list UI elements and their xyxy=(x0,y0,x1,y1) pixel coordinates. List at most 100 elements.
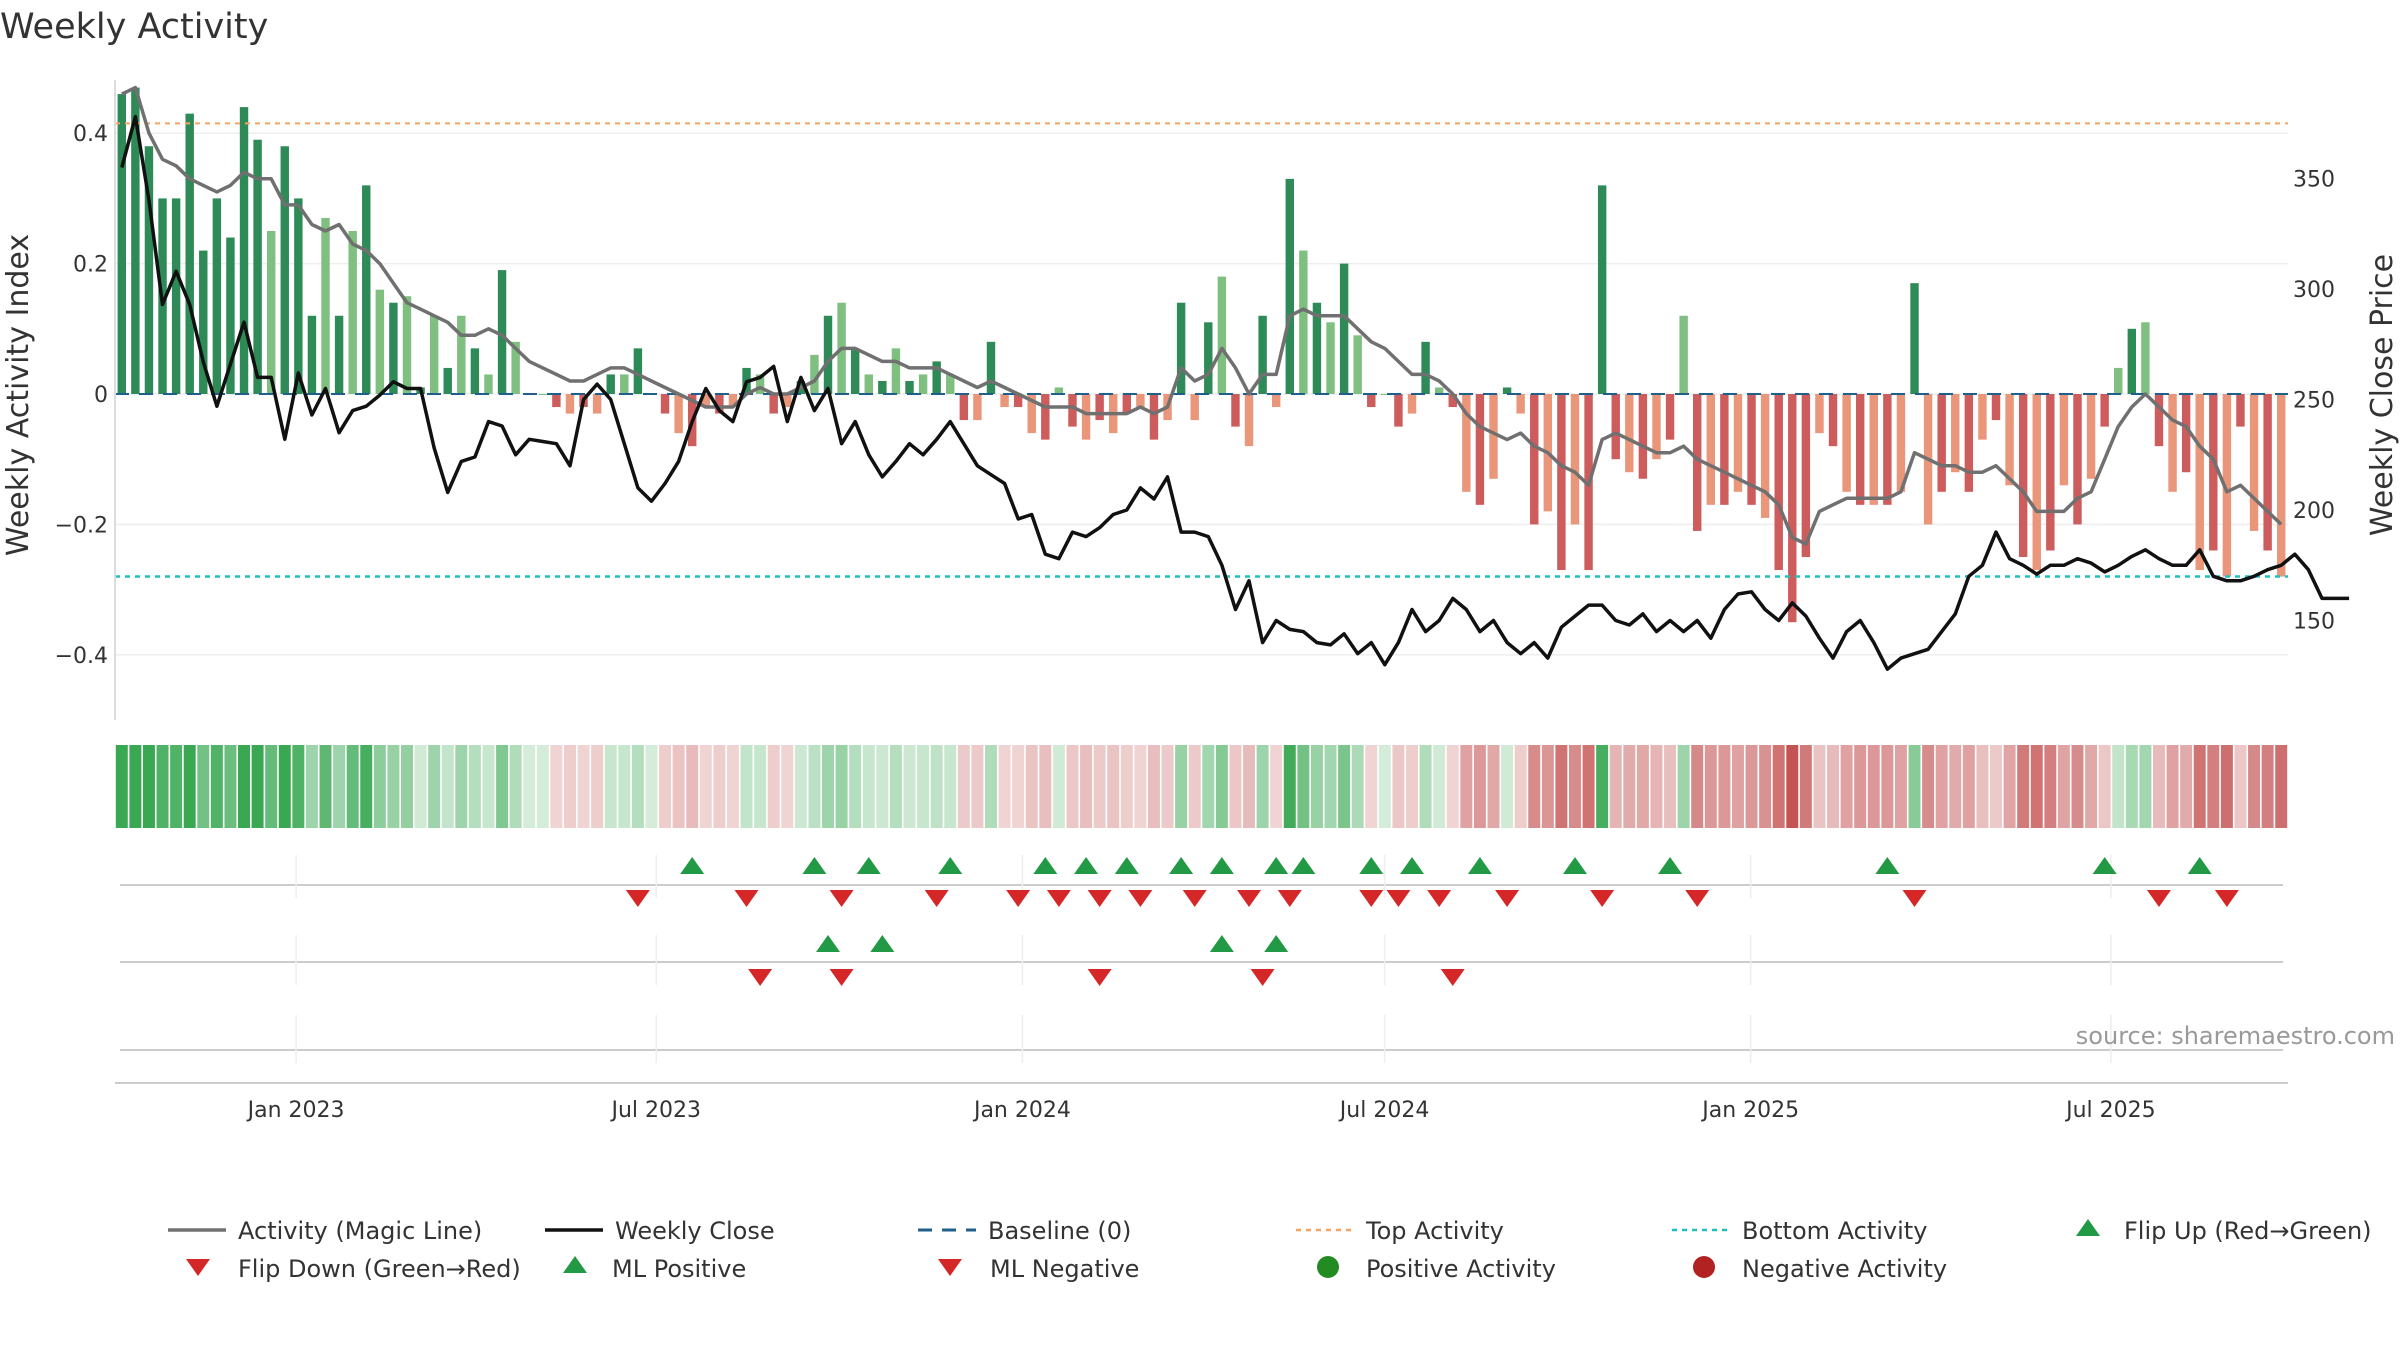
x-tick-label: Jan 2024 xyxy=(972,1098,1071,1123)
activity-bar xyxy=(1353,335,1362,394)
activity-bar xyxy=(1271,394,1281,408)
heat-cell xyxy=(115,745,128,828)
ml-negative-marker xyxy=(829,969,854,986)
activity-bar xyxy=(2181,394,2191,473)
heat-cell xyxy=(2166,745,2179,828)
activity-bar xyxy=(1964,394,1974,492)
activity-bar xyxy=(959,394,969,421)
activity-bar xyxy=(1869,394,1878,505)
activity-bar xyxy=(2046,394,2055,551)
activity-bar xyxy=(2222,394,2232,577)
activity-bar xyxy=(552,394,561,408)
heat-cell xyxy=(1270,745,1283,828)
heat-cell xyxy=(2030,745,2043,828)
activity-bar xyxy=(1299,250,1308,394)
heat-cell xyxy=(862,745,875,828)
activity-bar xyxy=(1421,341,1430,394)
heat-cell xyxy=(455,745,468,828)
heat-cell xyxy=(1378,745,1391,828)
heat-cell xyxy=(713,745,726,828)
heat-cell xyxy=(441,745,454,828)
heat-cell xyxy=(1501,745,1514,828)
heat-cell xyxy=(1487,745,1500,828)
activity-bar xyxy=(891,348,901,394)
flip-down-marker xyxy=(1277,890,1302,907)
reference-lines xyxy=(115,122,2288,578)
y-axis-left-title: Weekly Activity Index xyxy=(1,234,36,556)
activity-bar xyxy=(321,217,330,394)
flip-up-marker xyxy=(938,857,963,874)
heat-cell xyxy=(1799,745,1812,828)
activity-bar xyxy=(810,354,819,394)
flip-up-marker xyxy=(802,857,827,874)
heat-cell xyxy=(1541,745,1554,828)
heat-cell xyxy=(2044,745,2057,828)
activity-bar xyxy=(307,315,317,394)
activity-bar xyxy=(1149,394,1159,440)
activity-bars xyxy=(117,87,2286,623)
activity-bar xyxy=(2236,394,2245,427)
heat-cell xyxy=(2085,745,2098,828)
heat-cell xyxy=(2112,745,2125,828)
activity-bar xyxy=(701,394,710,408)
ml-positive-marker xyxy=(1264,935,1289,952)
heat-cell xyxy=(1161,745,1174,828)
activity-bar xyxy=(932,361,941,394)
heat-cell xyxy=(1609,745,1622,828)
activity-bar xyxy=(728,394,738,408)
heat-cell xyxy=(2248,745,2261,828)
heat-cell xyxy=(577,745,590,828)
activity-bar xyxy=(1244,394,1254,447)
flip-up-marker xyxy=(2092,857,2117,874)
flip-down-marker xyxy=(1087,890,1112,907)
heat-cell xyxy=(740,745,753,828)
heat-cell xyxy=(2275,745,2288,828)
activity-bar xyxy=(918,374,928,394)
heat-cell xyxy=(767,745,780,828)
heat-cell xyxy=(1691,745,1704,828)
heat-cell xyxy=(2057,745,2070,828)
x-tick-label: Jul 2025 xyxy=(2064,1098,2156,1123)
heat-cell xyxy=(1582,745,1595,828)
y-tick-right: 300 xyxy=(2293,278,2335,303)
legend-label: ML Positive xyxy=(612,1255,746,1283)
activity-bar xyxy=(457,315,466,394)
activity-bar xyxy=(429,315,439,394)
activity-bar xyxy=(1326,322,1335,394)
heat-cell xyxy=(1351,745,1364,828)
activity-bar xyxy=(2059,394,2069,486)
flip-up-marker xyxy=(1209,857,1234,874)
heat-cell xyxy=(1215,745,1228,828)
heat-cell xyxy=(1813,745,1826,828)
heat-cell xyxy=(1446,745,1459,828)
activity-bar xyxy=(674,394,683,434)
activity-bar xyxy=(2195,394,2204,571)
activity-bar xyxy=(1204,322,1213,394)
heat-cell xyxy=(1786,745,1799,828)
flip-down-marker xyxy=(1685,890,1710,907)
heat-cell xyxy=(550,745,563,828)
activity-bar xyxy=(1652,394,1661,460)
activity-bar xyxy=(2127,328,2137,394)
heat-cell xyxy=(1623,745,1636,828)
legend-swatch-ml-positive xyxy=(563,1256,587,1273)
activity-bar xyxy=(660,394,670,414)
activity-bar xyxy=(1000,394,1009,408)
heat-cell xyxy=(197,745,210,828)
heat-cell xyxy=(944,745,957,828)
activity-heat-strip xyxy=(115,745,2288,828)
activity-bar xyxy=(375,289,385,394)
signal-markers-panel xyxy=(115,855,2288,1084)
flip-down-marker xyxy=(1046,890,1071,907)
activity-bar xyxy=(1434,387,1444,394)
heat-cell xyxy=(1840,745,1853,828)
heat-cell xyxy=(1854,745,1867,828)
activity-bar xyxy=(497,270,507,394)
flip-down-marker xyxy=(1590,890,1615,907)
flip-up-marker xyxy=(1875,857,1900,874)
activity-bar xyxy=(1448,394,1457,408)
heat-cell xyxy=(849,745,862,828)
flip-down-marker xyxy=(2146,890,2171,907)
legend: Activity (Magic Line) Weekly Close Baselin… xyxy=(168,1217,2372,1283)
flip-up-marker xyxy=(1658,857,1683,874)
